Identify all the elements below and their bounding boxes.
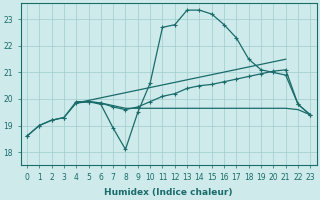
X-axis label: Humidex (Indice chaleur): Humidex (Indice chaleur) bbox=[104, 188, 233, 197]
